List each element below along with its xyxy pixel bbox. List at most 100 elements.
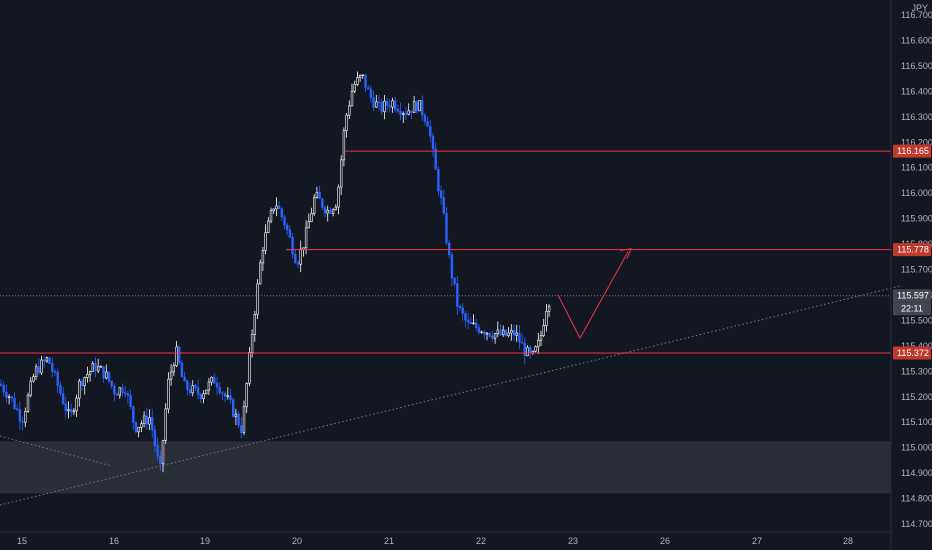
candle-body [75,397,78,412]
candle-body [423,114,427,122]
price-levels [0,150,891,354]
candle-body [110,380,113,387]
trendlines [0,285,901,506]
candle-body [175,346,178,367]
candle-body [194,385,197,389]
candle-body [404,113,408,115]
current-price-badge-text: 115.597 [897,291,929,301]
support-zone-band [0,441,891,494]
candle-body [334,206,337,211]
candles [0,71,551,473]
candle-body [64,403,68,412]
candle-body [321,198,324,208]
candle-body [15,408,19,411]
price-tick-label: 115.200 [901,392,932,402]
price-axis: 114.700 114.800 114.900 115.000 115.100 115.2… [901,10,932,529]
candle-body [377,101,381,104]
level-badge-text: 115.372 [897,348,929,358]
candle-body [59,385,62,394]
price-tick-label: 116.100 [901,163,932,173]
candle-body [337,186,340,208]
price-tick-label: 115.300 [901,366,932,376]
candle-body [485,332,489,335]
candle-body [380,101,383,112]
price-tick-label: 116.400 [901,86,932,96]
price-tick-label: 116.000 [901,188,932,198]
candle-body [264,232,267,251]
candle-body [277,205,281,210]
candle-body [442,197,445,214]
level-badge-text: 116.165 [897,146,929,156]
candle-body [285,224,289,231]
candle-body [151,417,154,431]
candle-body [431,135,435,150]
candle-body [124,392,127,394]
candle-body [528,347,532,354]
candle-body [512,330,516,336]
candle-body [191,385,194,394]
candle-body [493,333,497,339]
candle-body [339,159,343,188]
candle-body [547,305,551,312]
candle-body [218,386,221,394]
candle-body [13,397,16,410]
candle-body [67,409,70,412]
candle-body [496,329,499,334]
candle-body [145,415,148,425]
candle-body [331,209,335,214]
candle-body [80,380,84,387]
candle-body [302,247,305,250]
candle-body [2,385,5,393]
candle-body [307,221,310,229]
time-tick-label: 23 [568,536,578,546]
candle-body [242,406,246,433]
candle-body [169,371,173,380]
candle-body [164,408,167,441]
candle-body [121,387,124,394]
current-price-badge-bg [893,289,931,303]
candle-body [156,445,159,457]
candle-body [29,380,32,396]
candle-body [523,342,527,357]
candle-body [137,426,140,433]
candle-body [245,382,248,408]
candle-body [0,383,3,386]
candle-body [250,334,254,353]
candle-body [388,105,391,108]
candle-body [539,335,543,341]
candle-body [407,110,410,115]
candle-body [304,227,308,249]
candle-body [393,100,397,110]
candle-body [364,74,367,89]
candle-body [291,236,294,255]
candle-body [167,378,170,410]
candle-body [132,406,135,423]
candle-body [248,352,251,384]
candle-body [26,394,30,412]
time-tick-label: 21 [384,536,394,546]
candle-body [199,394,202,399]
candle-body [148,417,151,425]
candle-body [240,425,243,433]
candle-body [353,84,356,92]
countdown-badge-text: 22:11 [901,304,923,314]
candle-body [272,208,275,212]
candle-body [391,100,394,108]
projection-polyline [557,251,629,340]
candle-body [515,332,518,336]
candle-body [42,359,46,362]
candle-body [275,205,278,210]
time-tick-label: 26 [660,536,670,546]
candle-body [358,75,362,79]
time-tick-label: 15 [17,536,27,546]
candle-body [45,357,49,362]
candle-body [159,455,162,464]
candle-body [415,101,418,112]
candle-body [299,248,302,265]
candle-body [296,262,300,265]
candle-body [366,87,370,90]
candle-body [288,229,292,238]
price-tick-label: 115.100 [901,417,932,427]
candle-body [434,148,437,170]
